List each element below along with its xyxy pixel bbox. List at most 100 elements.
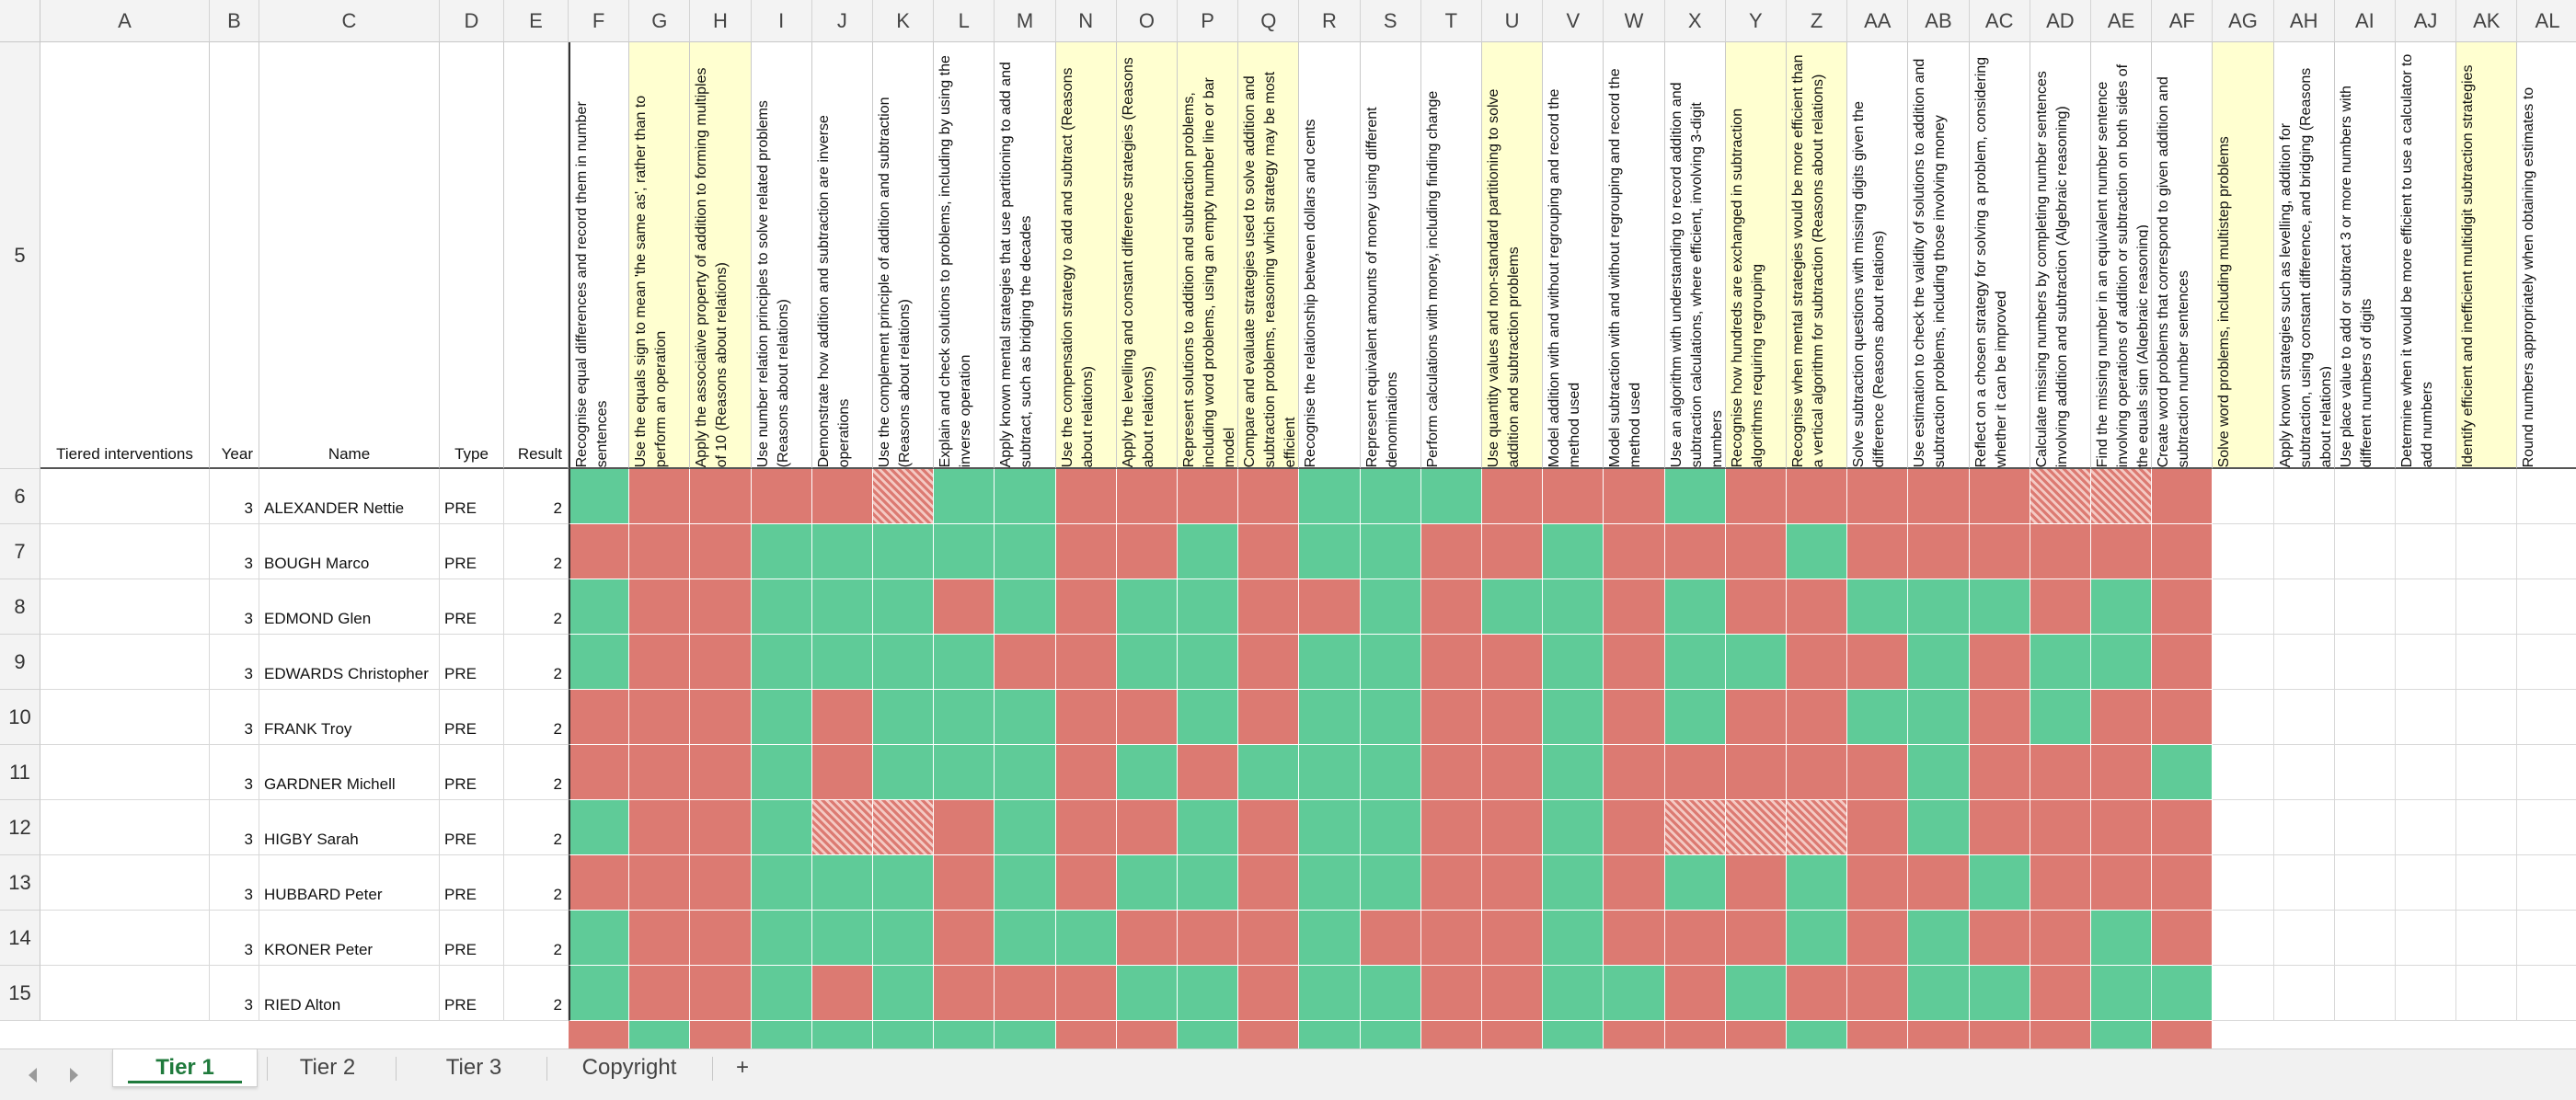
student-name-cell[interactable]: KRONER Peter	[259, 911, 440, 966]
result-cell-k[interactable]	[873, 635, 935, 690]
result-cell-q[interactable]	[1238, 855, 1300, 911]
empty-cell[interactable]	[2273, 524, 2335, 579]
empty-cell[interactable]	[2456, 524, 2518, 579]
strategy-header-o[interactable]: Apply the levelling and constant differe…	[1116, 42, 1178, 469]
result-cell-x[interactable]	[1664, 579, 1726, 635]
column-header-m[interactable]: M	[995, 0, 1056, 42]
strategy-header-t[interactable]: Perform calculations with money, includi…	[1420, 42, 1482, 469]
row-header-9[interactable]: 9	[0, 635, 40, 690]
result-cell-w[interactable]	[1604, 1021, 1665, 1048]
result-cell-s[interactable]	[1360, 745, 1421, 800]
result-cell-y[interactable]	[1725, 524, 1787, 579]
empty-cell[interactable]	[2334, 745, 2396, 800]
result-cell-af[interactable]	[2152, 911, 2214, 966]
empty-cell[interactable]	[2456, 745, 2518, 800]
empty-cell[interactable]	[2396, 745, 2457, 800]
result-cell-i[interactable]	[751, 966, 812, 1021]
result-cell-f[interactable]	[569, 911, 630, 966]
result-cell-v[interactable]	[1543, 690, 1604, 745]
year-cell[interactable]: 3	[210, 855, 259, 911]
result-cell-g[interactable]	[629, 524, 691, 579]
result-cell-g[interactable]	[629, 690, 691, 745]
row-header-7[interactable]: 7	[0, 524, 40, 579]
result-cell-i[interactable]	[751, 800, 812, 855]
result-cell-aa[interactable]	[1847, 800, 1909, 855]
result-cell-ac[interactable]	[1969, 745, 2030, 800]
result-cell-l[interactable]	[934, 800, 995, 855]
result-cell-q[interactable]	[1238, 745, 1300, 800]
result-cell-u[interactable]	[1482, 855, 1544, 911]
result-cell-n[interactable]	[1055, 855, 1117, 911]
type-cell[interactable]: PRE	[440, 524, 504, 579]
empty-cell[interactable]	[2396, 579, 2457, 635]
result-cell-aa[interactable]	[1847, 635, 1909, 690]
year-cell[interactable]: 3	[210, 690, 259, 745]
empty-cell[interactable]	[2273, 800, 2335, 855]
column-header-i[interactable]: I	[751, 0, 812, 42]
empty-cell[interactable]	[2517, 690, 2576, 745]
result-cell-z[interactable]	[1787, 524, 1848, 579]
result-cell-m[interactable]	[995, 579, 1056, 635]
result-cell-y[interactable]	[1725, 690, 1787, 745]
result-cell-z[interactable]	[1787, 690, 1848, 745]
result-cell-w[interactable]	[1604, 469, 1665, 524]
empty-cell[interactable]	[2396, 635, 2457, 690]
result-cell-ab[interactable]	[1908, 1021, 1970, 1048]
result-cell-ac[interactable]	[1969, 469, 2030, 524]
result-cell-ae[interactable]	[2091, 1021, 2153, 1048]
result-cell-aa[interactable]	[1847, 1021, 1909, 1048]
type-cell[interactable]: PRE	[440, 745, 504, 800]
result-cell-k[interactable]	[873, 911, 935, 966]
result-cell-ad[interactable]	[2030, 690, 2091, 745]
empty-cell[interactable]	[2273, 745, 2335, 800]
result-cell-j[interactable]	[811, 800, 873, 855]
result-cell-s[interactable]	[1360, 1021, 1421, 1048]
result-cell-af[interactable]	[2152, 579, 2214, 635]
result-cell-ad[interactable]	[2030, 524, 2091, 579]
student-name-cell[interactable]: ALEXANDER Nettie	[259, 469, 440, 524]
column-header-ag[interactable]: AG	[2213, 0, 2274, 42]
result-cell-u[interactable]	[1482, 1021, 1544, 1048]
result-cell[interactable]: 2	[504, 800, 569, 855]
result-cell-g[interactable]	[629, 966, 691, 1021]
result-cell-aa[interactable]	[1847, 855, 1909, 911]
empty-cell[interactable]	[2396, 800, 2457, 855]
result-cell-f[interactable]	[569, 966, 630, 1021]
result-cell-g[interactable]	[629, 855, 691, 911]
result-cell-s[interactable]	[1360, 690, 1421, 745]
result-cell-l[interactable]	[934, 635, 995, 690]
empty-cell[interactable]	[2273, 579, 2335, 635]
empty-cell[interactable]	[2396, 690, 2457, 745]
column-header-s[interactable]: S	[1360, 0, 1421, 42]
tiered-intervention-cell[interactable]	[40, 911, 210, 966]
type-cell[interactable]: PRE	[440, 690, 504, 745]
result-cell-h[interactable]	[690, 745, 752, 800]
column-header-p[interactable]: P	[1178, 0, 1239, 42]
result-cell-n[interactable]	[1055, 966, 1117, 1021]
result-cell-s[interactable]	[1360, 800, 1421, 855]
result-cell-m[interactable]	[995, 635, 1056, 690]
next-sheet-arrow-icon[interactable]	[57, 1059, 90, 1092]
empty-cell[interactable]	[2517, 855, 2576, 911]
result-cell-af[interactable]	[2152, 745, 2214, 800]
empty-cell[interactable]	[2456, 635, 2518, 690]
result-cell-h[interactable]	[690, 800, 752, 855]
result-cell-aa[interactable]	[1847, 524, 1909, 579]
empty-cell[interactable]	[2396, 911, 2457, 966]
type-cell[interactable]: PRE	[440, 469, 504, 524]
result-cell-l[interactable]	[934, 855, 995, 911]
result-cell-m[interactable]	[995, 524, 1056, 579]
result-cell-r[interactable]	[1299, 524, 1361, 579]
column-header-ac[interactable]: AC	[1969, 0, 2030, 42]
empty-cell[interactable]	[2517, 469, 2576, 524]
result-cell-w[interactable]	[1604, 800, 1665, 855]
empty-cell[interactable]	[2517, 579, 2576, 635]
column-header-q[interactable]: Q	[1238, 0, 1300, 42]
result-cell-o[interactable]	[1116, 579, 1178, 635]
result-cell-ac[interactable]	[1969, 524, 2030, 579]
result-cell-x[interactable]	[1664, 800, 1726, 855]
result-cell-g[interactable]	[629, 469, 691, 524]
empty-cell[interactable]	[2517, 911, 2576, 966]
result-cell-q[interactable]	[1238, 524, 1300, 579]
row-header-8[interactable]: 8	[0, 579, 40, 635]
